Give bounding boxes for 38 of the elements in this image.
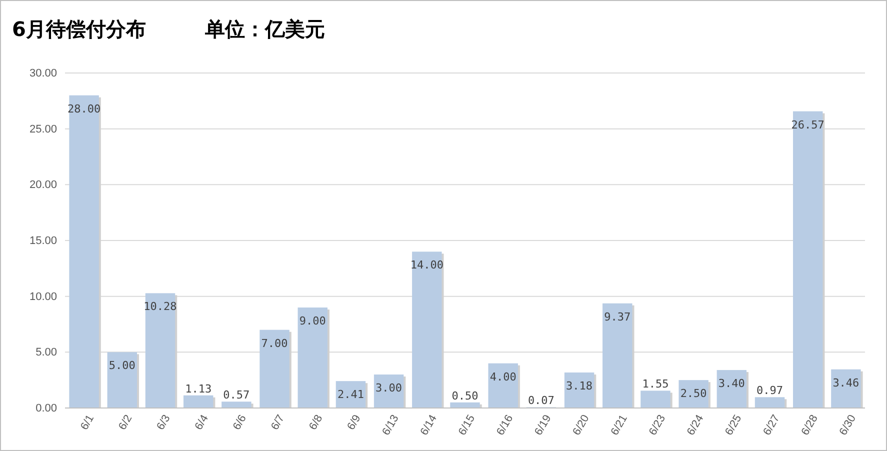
data-label: 0.07 xyxy=(528,394,554,408)
data-label: 14.00 xyxy=(410,258,444,272)
data-label: 2.41 xyxy=(337,388,364,402)
data-label: 9.00 xyxy=(299,314,326,328)
x-tick-label: 6/7 xyxy=(269,412,288,432)
data-label: 3.00 xyxy=(376,382,402,394)
data-label: 0.50 xyxy=(452,389,478,402)
data-label: 5.00 xyxy=(108,359,136,372)
data-label: 0.97 xyxy=(756,384,784,398)
x-tick-label: 6/2 xyxy=(116,412,135,432)
chart-title: 6月待偿付分布 xyxy=(12,17,146,41)
data-label: 26.57 xyxy=(791,118,824,132)
chart-subtitle: 单位：亿美元 xyxy=(204,17,325,41)
y-tick-label: 0.00 xyxy=(36,402,57,415)
y-tick-label: 5.00 xyxy=(36,346,57,359)
y-tick-label: 15.00 xyxy=(29,235,57,248)
data-label: 4.00 xyxy=(490,370,516,384)
y-tick-label: 20.00 xyxy=(29,179,57,192)
data-label: 1.13 xyxy=(185,382,212,396)
x-tick-label: 6/6 xyxy=(230,412,249,432)
data-label: 3.18 xyxy=(566,379,593,392)
x-tick-label: 6/9 xyxy=(345,412,364,432)
data-label: 3.40 xyxy=(718,377,745,390)
y-tick-label: 10.00 xyxy=(29,290,57,303)
x-tick-label: 6/3 xyxy=(154,412,173,432)
data-label: 3.46 xyxy=(832,376,860,390)
x-tick-label: 6/1 xyxy=(78,412,97,432)
y-tick-label: 25.00 xyxy=(29,123,57,136)
x-tick-label: 6/4 xyxy=(192,412,211,432)
data-label: 28.00 xyxy=(67,102,101,116)
data-label: 9.37 xyxy=(604,310,631,324)
data-label: 10.28 xyxy=(144,300,177,314)
y-tick-label: 30.00 xyxy=(29,68,57,80)
data-label: 7.00 xyxy=(261,336,288,350)
data-label: 2.50 xyxy=(680,387,707,400)
data-label: 1.55 xyxy=(642,378,669,391)
data-label: 0.57 xyxy=(223,388,250,402)
x-tick-label: 6/8 xyxy=(307,412,326,432)
